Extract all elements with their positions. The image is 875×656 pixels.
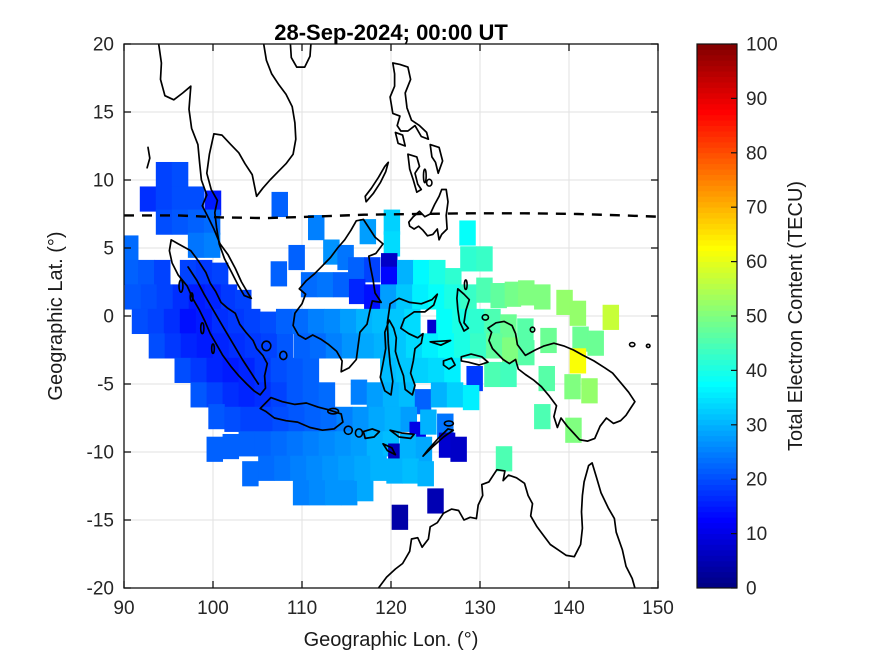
coastline-luzon [389,62,430,141]
coastline-samar-leyte [429,143,444,175]
coastline-sumatra [168,238,269,396]
y-tick-label: 20 [93,35,114,56]
coastline-borneo [292,218,384,373]
colorbar-tick-label: 30 [746,415,767,436]
colorbar-label: Total Electron Content (TECU) [785,181,807,451]
y-tick-label: -10 [87,443,114,464]
coastlines [146,44,651,588]
x-tick-label: 150 [642,598,674,619]
colorbar-tick-label: 100 [746,35,778,56]
coastline-panay-negros [407,153,423,194]
coastline-sumbawa [362,428,381,440]
coastline-sumatra-inner-contour [187,266,260,385]
coastline-timor [422,428,455,457]
colorbar-tick-label: 60 [746,252,767,273]
tick-labels: 90 100 110 120 130 140 150 -20 -15 -10 -5 0 5 10 15 20 [87,35,674,620]
coastline-sulawesi [379,293,439,396]
y-tick-label: 5 [103,239,114,260]
coastline-palawan [364,161,390,203]
coastline-andaman-islands [146,146,151,169]
colorbar-tick-label: 20 [746,470,767,491]
coastline-new-guinea [487,320,636,442]
coastline-sula-islands [429,339,452,347]
colorbar-tick-label: 70 [746,198,767,219]
colorbar-tick-label: 50 [746,307,767,328]
tec-heatmap-cells [124,161,620,530]
coastline-mainland-indochina-malay [157,44,297,300]
y-tick-label: -5 [97,375,114,396]
coastline-seram [460,353,489,366]
coastline-flores [389,429,415,440]
x-tick-label: 90 [113,598,134,619]
coastline-australia-north [377,462,636,588]
coastline-buru [442,357,456,370]
colorbar-tick-label: 90 [746,89,767,110]
coastline-halmahera [456,287,471,332]
plot-title: 28-Sep-2024; 00:00 UT [274,20,508,45]
coastline-hainan [289,44,312,68]
axes-box-and-ticks [123,43,659,589]
colorbar-tick-label: 10 [746,524,767,545]
x-tick-label: 140 [553,598,585,619]
x-axis-label: Geographic Lon. (°) [304,629,479,651]
x-tick-label: 100 [197,598,229,619]
colorbar-tick-label: 80 [746,143,767,164]
y-tick-label: 15 [93,103,114,124]
y-tick-label: -20 [87,579,114,600]
x-tick-label: 120 [375,598,407,619]
y-tick-label: -15 [87,511,114,532]
coastline-mindoro [394,131,407,147]
y-axis-label: Geographic Lat. (°) [45,231,67,400]
y-tick-label: 0 [103,307,114,328]
colorbar: 0 10 20 30 40 50 60 70 80 90 100 [696,35,778,600]
x-tick-label: 110 [287,598,317,619]
colorbar-tick-label: 40 [746,361,767,382]
y-tick-label: 10 [93,171,114,192]
coastline-sumba [382,442,397,456]
coastline-java [259,396,344,432]
magnetic-equator-dashed-line [124,212,658,220]
coastline-mindanao [407,188,449,241]
colorbar-tick-label: 0 [746,579,757,600]
x-tick-label: 130 [464,598,496,619]
